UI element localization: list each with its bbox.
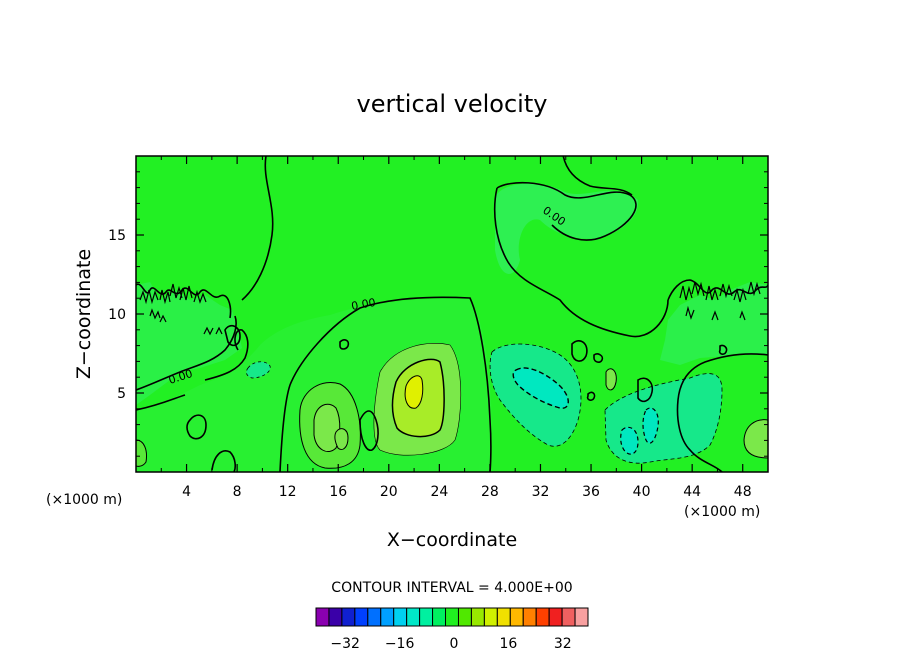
y-tick-label: 10 (108, 307, 126, 323)
x-tick-label: 8 (233, 484, 242, 500)
x-tick-label: 12 (279, 484, 297, 500)
contour-interval-text: CONTOUR INTERVAL = 4.000E+00 (331, 580, 572, 596)
colorbar-swatch (380, 607, 395, 627)
colorbar-swatch (457, 607, 472, 627)
x-tick-label: 28 (481, 484, 499, 500)
x-tick-label: 32 (532, 484, 550, 500)
colorbar-swatch (470, 607, 485, 627)
colorbar-tick-label: 16 (499, 636, 517, 652)
colorbar-swatch (509, 607, 524, 627)
x-ticks: 4 8 12 16 20 24 28 32 36 40 44 48 (160, 156, 752, 500)
colorbar-swatch (535, 607, 550, 627)
x-tick-label: 44 (683, 484, 701, 500)
x-unit-right: (×1000 m) (684, 504, 760, 520)
y-tick-label: 5 (117, 386, 126, 402)
x-tick-label: 4 (182, 484, 191, 500)
fill-left-pocket (136, 282, 242, 405)
colorbar-swatch (548, 607, 563, 627)
x-tick-label: 16 (329, 484, 347, 500)
colorbar-swatch (406, 607, 421, 627)
colorbar-tick-label: 32 (554, 636, 572, 652)
y-tick-label: 15 (108, 228, 126, 244)
colorbar-swatch (341, 607, 356, 627)
contour-label-2: 0.00 (350, 296, 376, 313)
chart-title: vertical velocity (357, 90, 548, 118)
x-tick-label: 24 (430, 484, 448, 500)
colorbar-swatch (432, 607, 447, 627)
x-tick-label: 36 (582, 484, 600, 500)
y-axis-label: Z−coordinate (73, 249, 95, 379)
colorbar-swatch (419, 607, 434, 627)
small-updraft-right-edge (743, 419, 768, 459)
colorbar-swatch (367, 607, 382, 627)
y-ticks: 5 10 15 (108, 171, 768, 457)
colorbar-swatch (445, 607, 459, 627)
zero-contours (136, 156, 768, 472)
colorbar-tick-label: −32 (330, 636, 360, 652)
downdraft-cell-3-inner (642, 407, 659, 444)
colorbar-swatch (561, 607, 576, 627)
colorbar-tick-label: −16 (385, 636, 415, 652)
colorbar-tick-label: 0 (450, 636, 459, 652)
colorbar-swatch (522, 607, 537, 627)
x-unit-left: (×1000 m) (46, 492, 122, 508)
colorbar-ticks: −32 −16 0 16 32 (330, 636, 571, 652)
small-updraft-38 (605, 368, 617, 391)
colorbar-swatch (574, 607, 589, 627)
downdraft-cell-1-inner (512, 367, 569, 409)
plot-area: 0.00 0.00 0.00 (136, 156, 768, 472)
colorbar-swatch (354, 607, 369, 627)
x-tick-label: 48 (734, 484, 752, 500)
downdraft-cell-2-inner (620, 426, 639, 455)
updraft-cell-1-core (404, 375, 424, 409)
small-downdraft-left (245, 361, 271, 379)
x-axis-label: X−coordinate (387, 529, 517, 551)
wavy-contours (139, 281, 761, 336)
x-tick-label: 20 (380, 484, 398, 500)
colorbar-swatch (496, 607, 511, 627)
colorbar-swatch (315, 607, 330, 627)
colorbar (315, 607, 589, 627)
fill-upper-pocket (495, 183, 639, 274)
colorbar-swatch (483, 607, 498, 627)
fill-right-pocket (660, 282, 768, 365)
colorbar-swatch (328, 607, 343, 627)
updraft-cell-2-core (334, 428, 349, 451)
x-tick-label: 40 (633, 484, 651, 500)
colorbar-swatch (393, 607, 408, 627)
